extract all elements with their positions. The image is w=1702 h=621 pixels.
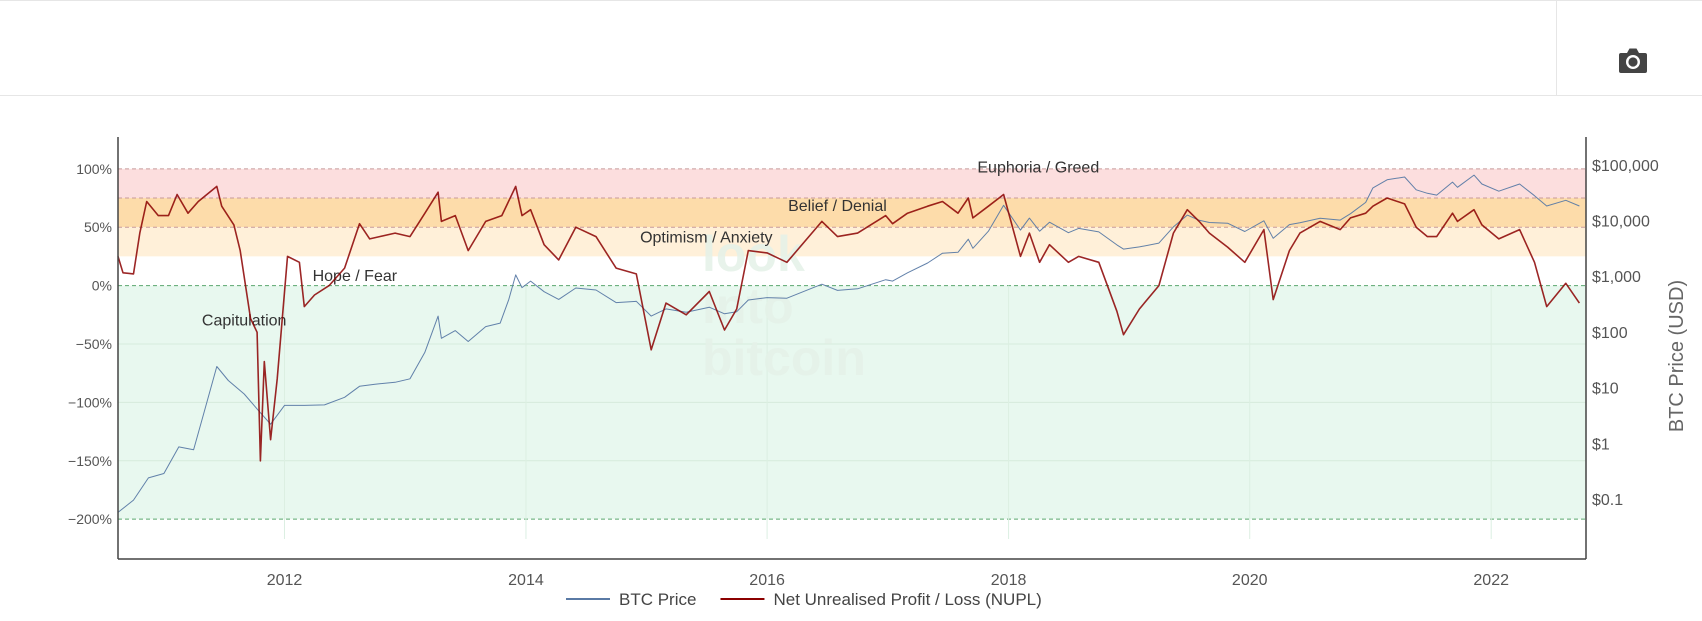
y-left-tick-label: −150% bbox=[68, 453, 112, 469]
camera-icon[interactable] bbox=[1617, 45, 1649, 75]
watermark-text: into bbox=[702, 278, 794, 334]
y-right-tick-label: $10,000 bbox=[1592, 213, 1650, 230]
x-tick-label: 2018 bbox=[991, 572, 1027, 589]
x-tick-label: 2020 bbox=[1232, 572, 1268, 589]
y-left-tick-label: 0% bbox=[92, 278, 112, 294]
modebar-divider bbox=[1556, 1, 1557, 96]
band-label: Euphoria / Greed bbox=[977, 159, 1099, 176]
legend-label: BTC Price bbox=[619, 590, 696, 609]
modebar bbox=[0, 0, 1702, 96]
band-belief-denial bbox=[118, 198, 1586, 228]
y-left-tick-label: 100% bbox=[76, 161, 112, 177]
y-left-tick-label: 50% bbox=[84, 219, 112, 235]
y-right-tick-label: $10 bbox=[1592, 381, 1619, 398]
x-tick-label: 2014 bbox=[508, 572, 544, 589]
band-label: Hope / Fear bbox=[313, 268, 398, 285]
y-left-tick-label: −100% bbox=[68, 394, 112, 410]
y-right-tick-label: $1,000 bbox=[1592, 269, 1641, 286]
watermark-text: bitcoin bbox=[702, 330, 866, 386]
band-label: Belief / Denial bbox=[788, 198, 887, 215]
y-right-tick-label: $0.1 bbox=[1592, 492, 1623, 509]
y-right-tick-label: $1 bbox=[1592, 436, 1610, 453]
legend-item[interactable]: BTC Price bbox=[566, 590, 696, 609]
axes: 100% 50% 0% −50% −100% −150% −200% $100,000 $10,… bbox=[68, 137, 1688, 589]
band-label: Optimism / Anxiety bbox=[640, 229, 772, 246]
band-euphoria-greed bbox=[118, 168, 1586, 199]
legend-label: Net Unrealised Profit / Loss (NUPL) bbox=[773, 590, 1041, 609]
band-label: Capitulation bbox=[202, 312, 287, 329]
band-hope-fear bbox=[118, 256, 1586, 286]
y-right-tick-label: $100 bbox=[1592, 325, 1628, 342]
y-left-tick-label: −50% bbox=[76, 336, 112, 352]
y-left-tick-label: −200% bbox=[68, 511, 112, 527]
nupl-line bbox=[117, 185, 1581, 462]
gridlines bbox=[118, 168, 1586, 539]
btc-price-line bbox=[117, 174, 1580, 513]
x-tick-label: 2022 bbox=[1473, 572, 1509, 589]
y-right-tick-label: $100,000 bbox=[1592, 158, 1659, 175]
legend-item[interactable]: Net Unrealised Profit / Loss (NUPL) bbox=[720, 590, 1042, 609]
x-tick-label: 2016 bbox=[749, 572, 785, 589]
series-lines bbox=[117, 174, 1581, 513]
y-right-axis-title: BTC Price (USD) bbox=[1666, 280, 1688, 432]
band-optimism-anxiety bbox=[118, 227, 1586, 257]
watermark-text: look bbox=[702, 226, 805, 282]
legend[interactable]: BTC Price Net Unrealised Profit / Loss (N… bbox=[566, 590, 1042, 609]
x-tick-label: 2012 bbox=[267, 572, 303, 589]
camera-icon-graphic bbox=[1619, 48, 1647, 73]
